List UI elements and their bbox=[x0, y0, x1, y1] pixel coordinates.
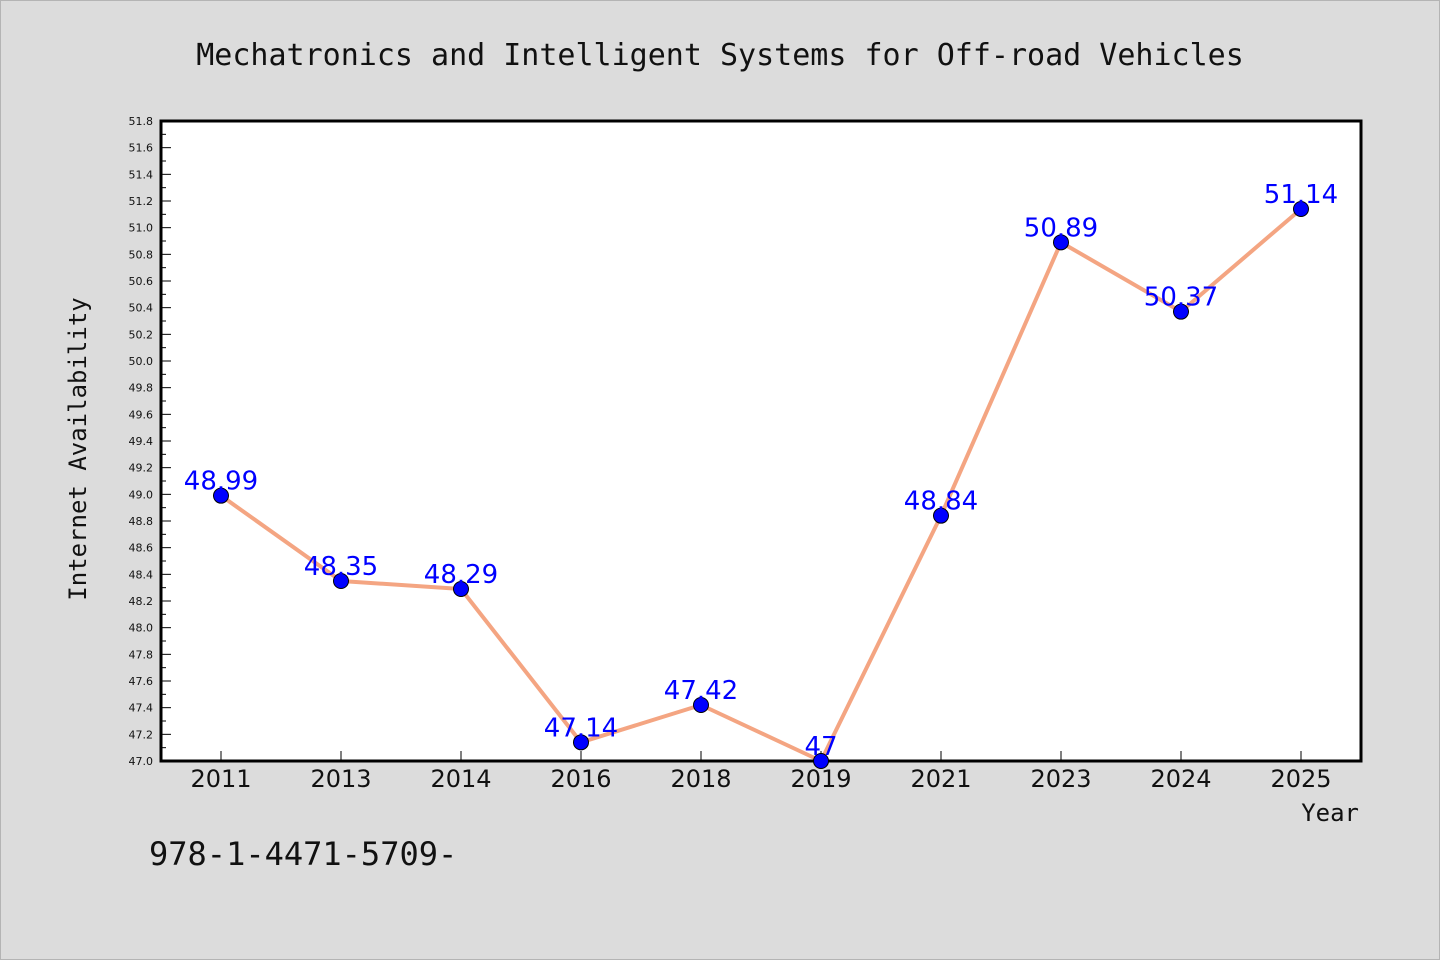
data-point-marker bbox=[933, 507, 949, 524]
data-point-marker bbox=[333, 573, 349, 589]
y-tick-label: 50.0 bbox=[129, 355, 154, 368]
series-line bbox=[219, 207, 1303, 763]
y-tick-label: 49.2 bbox=[129, 462, 154, 475]
data-point-marker bbox=[453, 581, 469, 597]
y-tick-label: 51.8 bbox=[129, 115, 154, 128]
x-tick-label: 2024 bbox=[1150, 765, 1211, 793]
y-tick-label: 50.8 bbox=[129, 248, 154, 261]
data-label: 50.89 bbox=[1024, 213, 1098, 243]
data-label: 47 bbox=[804, 732, 837, 762]
y-tick-label: 49.8 bbox=[129, 382, 154, 395]
y-axis-title: Internet Availability bbox=[64, 297, 92, 600]
y-tick-label: 48.2 bbox=[129, 595, 154, 608]
data-label: 50.37 bbox=[1144, 283, 1218, 313]
data-label: 48.29 bbox=[424, 560, 498, 590]
x-tick-label: 2019 bbox=[790, 765, 851, 793]
data-point-marker bbox=[573, 734, 589, 751]
y-tick-label: 47.0 bbox=[129, 755, 154, 768]
x-tick-label: 2023 bbox=[1030, 765, 1091, 793]
y-tick-label: 48.0 bbox=[129, 622, 154, 635]
data-label: 47.14 bbox=[544, 713, 618, 743]
x-tick-label: 2021 bbox=[910, 765, 971, 793]
data-point-marker bbox=[813, 753, 829, 769]
data-label: 48.99 bbox=[184, 467, 258, 497]
y-tick-label: 49.4 bbox=[129, 435, 154, 448]
x-tick-label: 2013 bbox=[310, 765, 371, 793]
y-tick-label: 48.6 bbox=[129, 542, 154, 555]
data-label: 47.42 bbox=[664, 676, 738, 706]
data-markers bbox=[213, 201, 1309, 769]
y-tick-label: 47.8 bbox=[129, 648, 154, 661]
chart-title: Mechatronics and Intelligent Systems for… bbox=[196, 38, 1244, 73]
y-tick-label: 47.2 bbox=[129, 728, 154, 741]
data-point-marker bbox=[1293, 201, 1309, 217]
x-tick-label: 2014 bbox=[430, 765, 491, 793]
series-line-group bbox=[219, 207, 1303, 763]
y-tick-label: 49.0 bbox=[129, 488, 154, 501]
x-axis-title: Year bbox=[1301, 799, 1359, 827]
data-point-marker bbox=[1053, 234, 1069, 251]
x-tick-label: 2018 bbox=[670, 765, 731, 793]
y-tick-label: 49.6 bbox=[129, 408, 154, 421]
footer-isbn-text: 978-1-4471-5709- bbox=[149, 835, 457, 873]
y-tick-label: 48.4 bbox=[129, 568, 154, 581]
data-label: 51.14 bbox=[1264, 180, 1338, 210]
y-tick-label: 50.6 bbox=[129, 275, 154, 288]
y-tick-label: 51.6 bbox=[129, 142, 154, 155]
x-tick-label: 2025 bbox=[1270, 765, 1331, 793]
data-point-marker bbox=[213, 487, 229, 504]
y-tick-label: 48.8 bbox=[129, 515, 154, 528]
data-point-marker bbox=[693, 697, 709, 713]
x-tick-label: 2011 bbox=[190, 765, 251, 793]
x-axis: 2011 2013 2014 2016 2018 2019 2021 2023 2024 2025 bbox=[190, 751, 1332, 793]
data-label: 48.35 bbox=[304, 552, 378, 582]
y-tick-label: 50.2 bbox=[129, 328, 154, 341]
y-tick-label: 51.4 bbox=[129, 168, 154, 181]
y-tick-label: 50.4 bbox=[129, 302, 154, 315]
x-tick-label: 2016 bbox=[550, 765, 611, 793]
data-labels: 48.99 48.35 48.29 47.14 47.42 47 48.84 50.89 50.… bbox=[184, 180, 1338, 762]
y-axis: 47.0 47.2 47.4 47.6 47.8 48.0 48.2 48.4 48.6 48.8… bbox=[129, 115, 171, 768]
data-label: 48.84 bbox=[904, 487, 978, 517]
data-point-marker bbox=[1173, 303, 1189, 320]
y-tick-label: 47.6 bbox=[129, 675, 154, 688]
y-tick-label: 47.4 bbox=[129, 702, 154, 715]
plot-area bbox=[159, 119, 1363, 763]
y-tick-label: 51.2 bbox=[129, 195, 154, 208]
y-tick-label: 51.0 bbox=[129, 222, 154, 235]
